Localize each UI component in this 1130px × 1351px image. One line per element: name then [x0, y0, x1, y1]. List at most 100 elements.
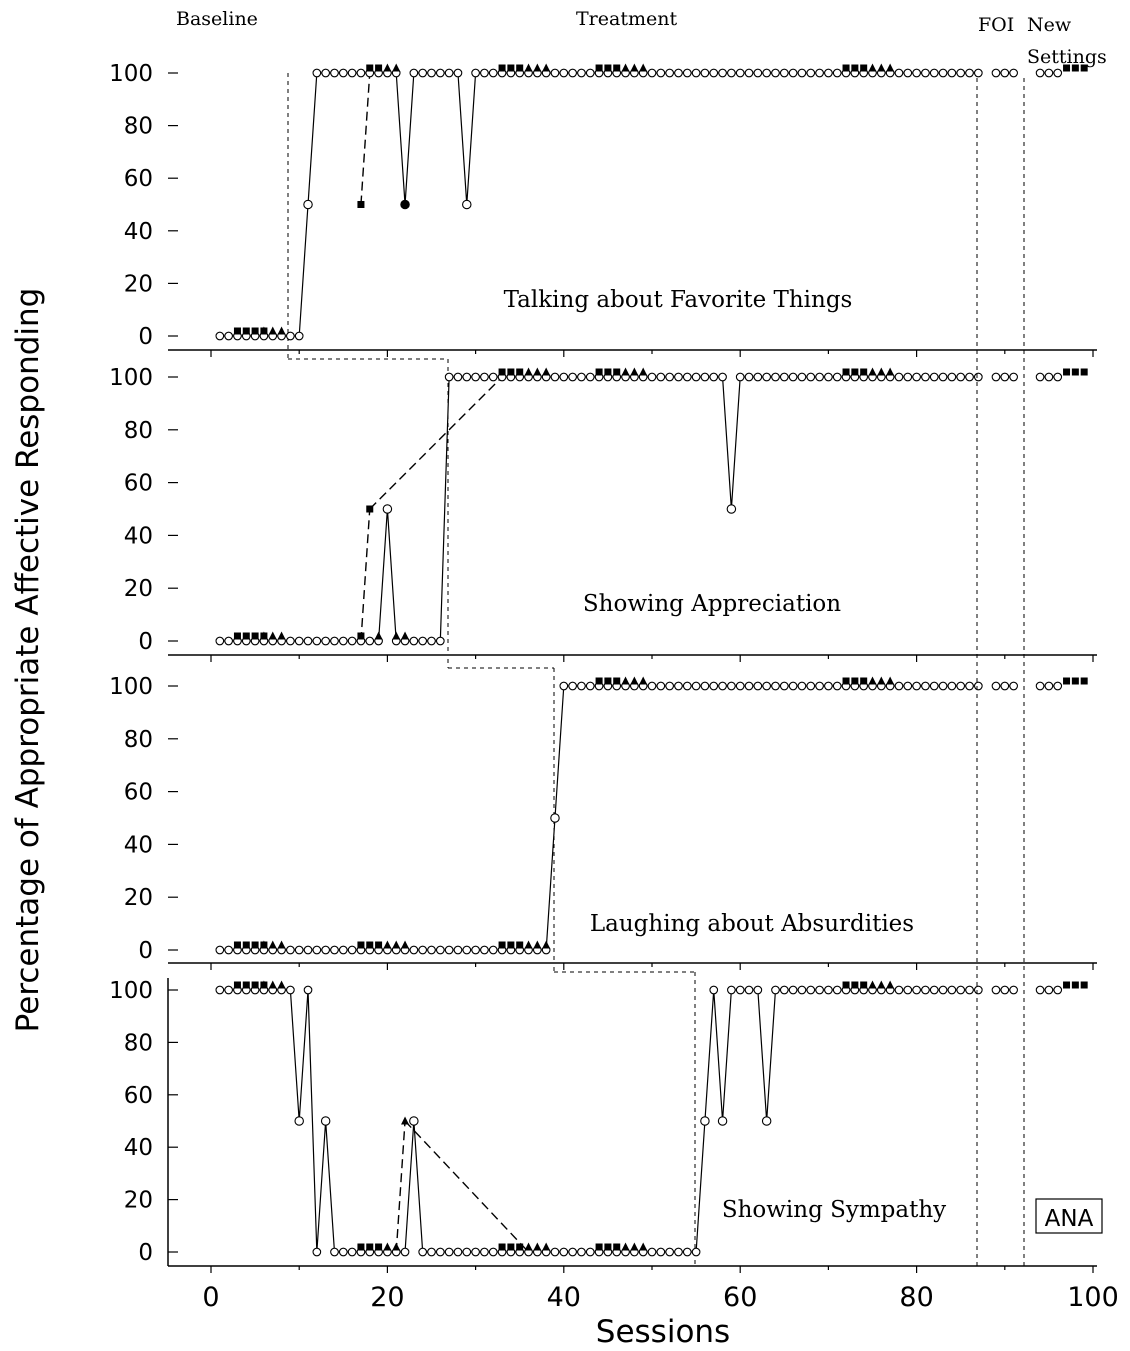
data-point-open-circle	[797, 681, 807, 691]
data-point-filled-triangle	[401, 1116, 410, 1125]
data-point-open-circle	[215, 331, 225, 341]
data-point-open-circle	[1000, 985, 1010, 995]
panel-1: 0 20 40 60 80 100 Talking about Favorite Thing…	[109, 61, 1097, 360]
data-point-open-circle	[356, 68, 366, 78]
data-point-open-circle	[991, 68, 1001, 78]
data-point-open-circle	[788, 68, 798, 78]
data-point-open-circle	[912, 985, 921, 995]
data-point-open-circle	[453, 68, 463, 78]
data-point-open-circle	[806, 681, 816, 691]
data-point-filled-square	[604, 64, 612, 72]
data-point-open-circle	[824, 68, 833, 78]
data-point-open-circle	[779, 985, 789, 995]
data-point-open-circle	[753, 681, 763, 691]
data-point-filled-square	[366, 941, 374, 949]
data-point-open-circle	[779, 372, 789, 382]
data-point-open-circle	[1000, 68, 1010, 78]
data-point-filled-square	[1063, 981, 1071, 989]
y-tick-label: 100	[109, 978, 153, 1004]
data-point-open-circle	[665, 68, 674, 78]
data-point-filled-triangle	[886, 367, 895, 376]
data-point-open-circle	[435, 945, 445, 955]
data-point-filled-square	[595, 64, 603, 72]
x-tick-label: 60	[723, 1282, 757, 1313]
data-point-open-circle	[762, 68, 772, 78]
y-tick-label: 60	[124, 780, 153, 806]
data-point-open-circle	[1009, 985, 1018, 995]
data-point-open-circle	[744, 372, 754, 382]
data-point-open-circle	[647, 68, 657, 78]
data-point-filled-square	[357, 1243, 365, 1251]
data-point-open-circle	[444, 372, 454, 382]
data-point-open-circle	[735, 985, 745, 995]
data-point-open-circle	[726, 504, 737, 514]
data-point-open-circle	[709, 985, 719, 995]
data-point-filled-square	[242, 981, 250, 989]
y-tick-label: 60	[124, 471, 153, 497]
data-point-open-circle	[577, 372, 586, 382]
data-point-open-circle	[903, 372, 913, 382]
data-point-open-circle	[224, 945, 233, 955]
data-point-filled-triangle	[630, 63, 639, 72]
data-point-filled-square	[375, 64, 383, 72]
data-point-filled-square	[1071, 677, 1079, 685]
data-point-open-circle	[717, 1116, 728, 1126]
data-point-open-circle	[806, 372, 816, 382]
data-point-open-circle	[347, 636, 357, 646]
data-point-filled-triangle	[524, 940, 533, 949]
data-point-open-circle	[735, 681, 745, 691]
data-point-filled-triangle	[639, 676, 648, 685]
data-point-filled-square	[595, 368, 603, 376]
phase-label-foi: FOI	[978, 14, 1014, 36]
data-point-open-circle	[815, 985, 824, 995]
y-tick-label: 20	[124, 885, 153, 911]
data-point-open-circle	[700, 681, 710, 691]
data-point-filled-triangle	[277, 940, 286, 949]
data-point-open-circle	[338, 636, 348, 646]
data-point-open-circle	[444, 68, 454, 78]
data-point-open-circle	[312, 1247, 322, 1257]
data-point-open-circle	[409, 636, 419, 646]
data-point-filled-triangle	[383, 1242, 392, 1251]
data-point-open-circle	[462, 1247, 472, 1257]
data-point-filled-triangle	[639, 1242, 648, 1251]
data-point-filled-square	[375, 941, 383, 949]
data-point-open-circle	[779, 681, 789, 691]
data-point-filled-square	[507, 941, 515, 949]
data-point-filled-triangle	[259, 631, 268, 640]
data-point-open-circle	[338, 945, 348, 955]
data-point-filled-square	[1080, 64, 1088, 72]
data-point-filled-square	[860, 677, 868, 685]
panel-title: Talking about Favorite Things	[504, 287, 853, 313]
data-point-open-circle	[330, 636, 339, 646]
data-point-filled-triangle	[524, 367, 533, 376]
panel-title: Showing Sympathy	[722, 1197, 946, 1223]
data-point-open-circle	[471, 372, 480, 382]
x-tick-label: 40	[547, 1282, 581, 1313]
x-tick-label: 0	[202, 1282, 219, 1313]
data-point-open-circle	[956, 372, 966, 382]
data-point-open-circle	[973, 985, 983, 995]
phase-label-treatment: Treatment	[576, 8, 677, 30]
data-point-filled-triangle	[868, 980, 877, 989]
data-point-filled-triangle	[374, 631, 383, 640]
data-point-open-circle	[894, 985, 904, 995]
data-point-open-circle	[294, 636, 304, 646]
data-point-filled-triangle	[524, 63, 533, 72]
data-point-filled-square	[498, 368, 506, 376]
data-point-open-circle	[1053, 372, 1063, 382]
data-point-open-circle	[753, 372, 763, 382]
data-point-open-circle	[1009, 372, 1018, 382]
data-point-filled-square	[233, 327, 241, 335]
data-point-open-circle	[938, 985, 948, 995]
data-point-open-circle	[585, 68, 595, 78]
data-point-filled-triangle	[392, 631, 401, 640]
data-point-open-circle	[559, 1247, 569, 1257]
data-point-open-circle	[691, 1247, 701, 1257]
data-point-filled-triangle	[877, 676, 886, 685]
data-point-open-circle	[568, 68, 577, 78]
data-point-open-circle	[929, 68, 939, 78]
x-tick-label: 20	[370, 1282, 404, 1313]
panel-title: Showing Appreciation	[583, 591, 841, 617]
data-point-open-circle	[303, 636, 313, 646]
